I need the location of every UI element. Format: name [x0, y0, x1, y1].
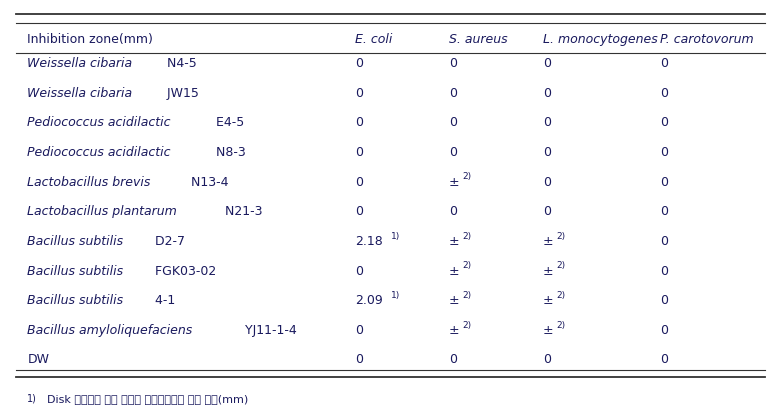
- Text: 1): 1): [391, 291, 401, 300]
- Text: 0: 0: [543, 87, 551, 100]
- Text: Bacillus subtilis: Bacillus subtilis: [27, 294, 123, 307]
- Text: L. monocytogenes: L. monocytogenes: [543, 33, 658, 46]
- Text: ±: ±: [449, 324, 460, 337]
- Text: 2): 2): [557, 321, 565, 330]
- Text: ±: ±: [449, 265, 460, 278]
- Text: N4-5: N4-5: [163, 57, 197, 70]
- Text: 0: 0: [449, 205, 457, 218]
- Text: Weissella cibaria: Weissella cibaria: [27, 87, 133, 100]
- Text: 1): 1): [27, 394, 37, 404]
- Text: DW: DW: [27, 353, 49, 367]
- Text: P. carotovorum: P. carotovorum: [660, 33, 754, 46]
- Text: 0: 0: [543, 116, 551, 129]
- Text: Bacillus subtilis: Bacillus subtilis: [27, 265, 123, 278]
- Text: JW15: JW15: [163, 87, 199, 100]
- Text: Disk 확산법에 따라 형성된 유해미생물의 억제 크기(mm): Disk 확산법에 따라 형성된 유해미생물의 억제 크기(mm): [47, 394, 248, 404]
- Text: ±: ±: [543, 324, 554, 337]
- Text: 0: 0: [355, 205, 363, 218]
- Text: 0: 0: [543, 353, 551, 367]
- Text: 0: 0: [543, 176, 551, 189]
- Text: ±: ±: [449, 294, 460, 307]
- Text: 2): 2): [463, 232, 472, 241]
- Text: Bacillus subtilis: Bacillus subtilis: [27, 235, 123, 248]
- Text: 0: 0: [660, 265, 668, 278]
- Text: Pediococcus acidilactic: Pediococcus acidilactic: [27, 116, 171, 129]
- Text: 0: 0: [449, 116, 457, 129]
- Text: Bacillus amyloliquefaciens: Bacillus amyloliquefaciens: [27, 324, 193, 337]
- Text: 0: 0: [660, 205, 668, 218]
- Text: Lactobacillus brevis: Lactobacillus brevis: [27, 176, 151, 189]
- Text: Pediococcus acidilactic: Pediococcus acidilactic: [27, 146, 171, 159]
- Text: 4-1: 4-1: [152, 294, 176, 307]
- Text: 0: 0: [660, 353, 668, 367]
- Text: 2): 2): [557, 232, 565, 241]
- Text: E4-5: E4-5: [212, 116, 244, 129]
- Text: 0: 0: [660, 235, 668, 248]
- Text: E. coli: E. coli: [355, 33, 393, 46]
- Text: ±: ±: [449, 176, 460, 189]
- Text: 0: 0: [355, 57, 363, 70]
- Text: 1): 1): [391, 232, 401, 241]
- Text: YJ11-1-4: YJ11-1-4: [241, 324, 296, 337]
- Text: 2): 2): [557, 261, 565, 270]
- Text: 0: 0: [355, 324, 363, 337]
- Text: 0: 0: [449, 87, 457, 100]
- Text: 0: 0: [660, 176, 668, 189]
- Text: 2): 2): [557, 291, 565, 300]
- Text: 0: 0: [355, 146, 363, 159]
- Text: D2-7: D2-7: [152, 235, 185, 248]
- Text: ±: ±: [449, 235, 460, 248]
- Text: 0: 0: [660, 87, 668, 100]
- Text: 0: 0: [543, 57, 551, 70]
- Text: 0: 0: [543, 205, 551, 218]
- Text: 2.09: 2.09: [355, 294, 383, 307]
- Text: 0: 0: [355, 176, 363, 189]
- Text: N13-4: N13-4: [187, 176, 228, 189]
- Text: ±: ±: [543, 265, 554, 278]
- Text: ±: ±: [543, 294, 554, 307]
- Text: Lactobacillus plantarum: Lactobacillus plantarum: [27, 205, 177, 218]
- Text: 2): 2): [463, 321, 472, 330]
- Text: FGK03-02: FGK03-02: [152, 265, 216, 278]
- Text: 0: 0: [660, 116, 668, 129]
- Text: 0: 0: [355, 265, 363, 278]
- Text: 0: 0: [660, 146, 668, 159]
- Text: 2): 2): [463, 261, 472, 270]
- Text: S. aureus: S. aureus: [449, 33, 508, 46]
- Text: 0: 0: [355, 87, 363, 100]
- Text: 0: 0: [449, 57, 457, 70]
- Text: N8-3: N8-3: [212, 146, 246, 159]
- Text: 0: 0: [660, 57, 668, 70]
- Text: 0: 0: [355, 116, 363, 129]
- Text: Weissella cibaria: Weissella cibaria: [27, 57, 133, 70]
- Text: 0: 0: [355, 353, 363, 367]
- Text: 2): 2): [463, 291, 472, 300]
- Text: 0: 0: [449, 146, 457, 159]
- Text: 2.18: 2.18: [355, 235, 383, 248]
- Text: 0: 0: [543, 146, 551, 159]
- Text: 0: 0: [660, 294, 668, 307]
- Text: 0: 0: [660, 324, 668, 337]
- Text: Inhibition zone(mm): Inhibition zone(mm): [27, 33, 153, 46]
- Text: ±: ±: [543, 235, 554, 248]
- Text: 2): 2): [463, 172, 472, 181]
- Text: N21-3: N21-3: [220, 205, 262, 218]
- Text: 0: 0: [449, 353, 457, 367]
